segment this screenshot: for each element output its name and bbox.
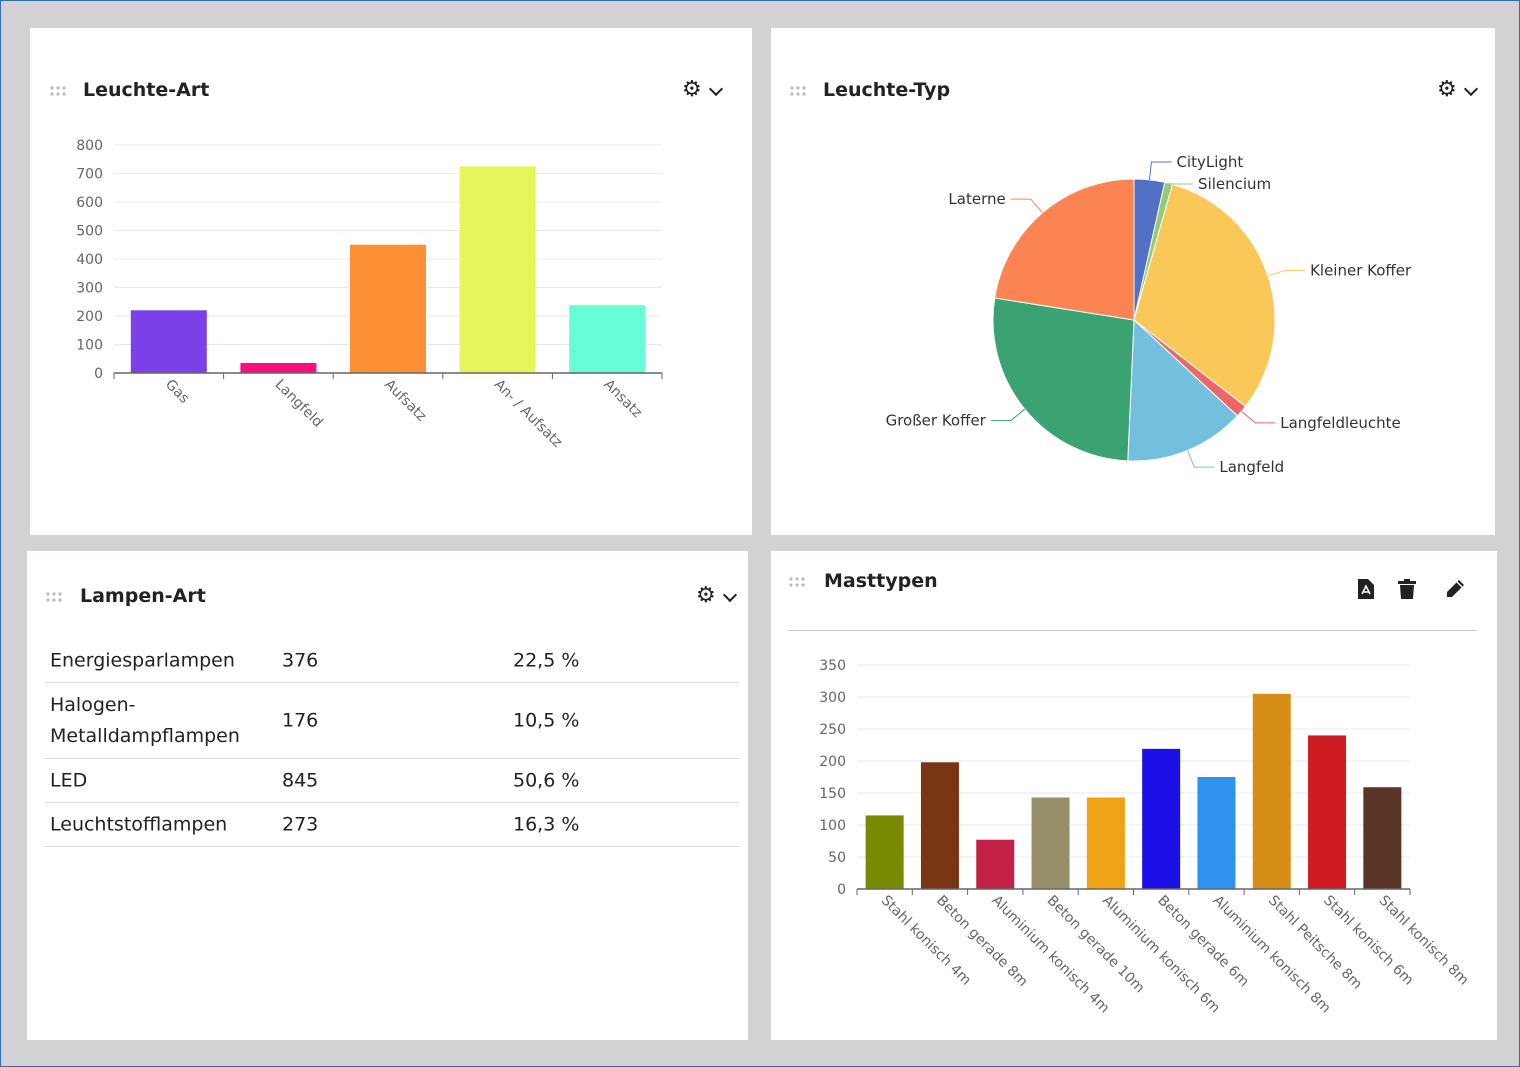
- gear-icon[interactable]: ⚙: [682, 77, 702, 102]
- pie-label: Großer Koffer: [886, 412, 987, 430]
- panel-title: Leuchte-Art: [83, 79, 210, 101]
- pie-label: CityLight: [1176, 153, 1243, 171]
- bar: [1086, 797, 1125, 889]
- cell-count: 176: [282, 709, 319, 731]
- bar: [1197, 777, 1236, 889]
- y-tick-label: 300: [76, 281, 103, 297]
- panel-leuchte-typ: Leuchte-Typ ⚙ CityLight Silencium Kleiner …: [771, 28, 1495, 535]
- table-row: Leuchtstofflampen 273 16,3 %: [45, 803, 739, 847]
- label-line: [1168, 182, 1194, 185]
- pie-label: Laterne: [948, 190, 1005, 208]
- drag-handle-icon[interactable]: [49, 85, 67, 97]
- y-tick-label: 50: [828, 850, 846, 866]
- cell-percent: 50,6 %: [513, 769, 580, 791]
- pie-label: Silencium: [1198, 175, 1271, 193]
- header-divider: [788, 630, 1477, 631]
- panel-title: Leuchte-Typ: [823, 79, 951, 101]
- y-tick-label: 0: [94, 366, 103, 382]
- gear-icon[interactable]: ⚙: [1437, 77, 1457, 102]
- bar: [240, 363, 317, 373]
- bar: [1142, 748, 1181, 889]
- y-tick-label: 150: [819, 786, 846, 802]
- drag-handle-icon[interactable]: [789, 85, 807, 97]
- panel-lampen-art: Lampen-Art ⚙ Energiesparlampen 376 22,5 % H…: [27, 551, 748, 1040]
- label-line: [1241, 410, 1276, 424]
- bar: [920, 762, 959, 889]
- pencil-icon[interactable]: [1445, 579, 1465, 599]
- y-tick-label: 250: [819, 722, 846, 738]
- panel-masttypen: Masttypen 0 50 100 150 200 250 300 350 Stahl kon…: [771, 551, 1497, 1040]
- gear-icon[interactable]: ⚙: [696, 583, 716, 608]
- pie-label: Langfeld: [1219, 458, 1284, 476]
- table-row: Energiesparlampen 376 22,5 %: [45, 639, 739, 683]
- lampen-table: Energiesparlampen 376 22,5 % Halogen- Metal…: [45, 639, 739, 847]
- y-tick-label: 100: [819, 818, 846, 834]
- x-tick-label: Stahl Peitsche 8m: [1265, 893, 1365, 993]
- cell-percent: 16,3 %: [513, 813, 580, 835]
- y-tick-label: 800: [76, 138, 103, 154]
- x-tick-label: An- / Aufsatz: [491, 377, 565, 451]
- label-line: [990, 408, 1026, 422]
- drag-handle-icon[interactable]: [788, 576, 806, 588]
- y-tick-label: 200: [819, 754, 846, 770]
- y-tick-label: 0: [837, 882, 846, 898]
- cell-percent: 10,5 %: [513, 709, 580, 731]
- x-tick-label: Langfeld: [272, 377, 326, 431]
- label-line: [1010, 198, 1043, 214]
- bar: [865, 815, 904, 889]
- y-tick-label: 100: [76, 338, 103, 354]
- cell-name: Energiesparlampen: [50, 649, 235, 671]
- pie-slice: [1127, 318, 1239, 462]
- label-line: [1148, 161, 1172, 180]
- pie-chart-leuchte-typ: CityLight Silencium Kleiner Koffer Langfeld…: [886, 153, 1412, 476]
- pie-slice: [994, 178, 1135, 321]
- x-tick-label: Aufsatz: [381, 377, 429, 425]
- label-line: [1267, 269, 1306, 277]
- x-tick-label: Beton gerade 10m: [1044, 893, 1148, 997]
- y-tick-label: 200: [76, 309, 103, 325]
- x-tick-label: Ansatz: [600, 377, 645, 422]
- bar: [569, 305, 646, 373]
- bar: [1308, 735, 1347, 889]
- x-tick-label: Stahl konisch 8m: [1376, 893, 1472, 989]
- y-tick-label: 300: [819, 690, 846, 706]
- cell-name: Halogen- Metalldampflampen: [50, 693, 240, 747]
- bar: [976, 839, 1015, 889]
- pdf-icon[interactable]: [1358, 579, 1374, 599]
- trash-icon[interactable]: [1398, 579, 1416, 599]
- pie-label: Kleiner Koffer: [1310, 261, 1412, 279]
- cell-count: 273: [282, 813, 319, 835]
- table-row: Halogen- Metalldampflampen 176 10,5 %: [45, 683, 739, 759]
- x-tick-label: Beton gerade 8m: [933, 893, 1031, 991]
- panel-title: Masttypen: [824, 570, 938, 592]
- y-tick-label: 400: [76, 252, 103, 268]
- y-tick-label: 600: [76, 195, 103, 211]
- bar-chart-leuchte-art: 0 100 200 300 400 500 600 700 800 Gas Langfeld Aufs…: [76, 138, 663, 451]
- bar: [1031, 797, 1070, 889]
- bar: [1252, 693, 1291, 889]
- x-tick-label: Beton gerade 6m: [1154, 893, 1252, 991]
- bar: [1363, 787, 1402, 889]
- pie-slice: [992, 297, 1135, 462]
- y-tick-label: 500: [76, 224, 103, 240]
- y-tick-label: 700: [76, 167, 103, 183]
- bar: [130, 310, 207, 373]
- bar: [350, 244, 426, 373]
- chevron-down-icon[interactable]: [722, 587, 738, 603]
- y-tick-label: 350: [819, 658, 846, 674]
- label-line: [1187, 450, 1215, 468]
- cell-percent: 22,5 %: [513, 649, 580, 671]
- panel-leuchte-art: Leuchte-Art ⚙ 0 100 200 300 400 500 600 700 800 G…: [30, 28, 752, 535]
- bar: [459, 166, 536, 373]
- table-row: LED 845 50,6 %: [45, 759, 739, 803]
- drag-handle-icon[interactable]: [45, 591, 63, 603]
- x-tick-label: Gas: [162, 377, 192, 407]
- cell-count: 376: [282, 649, 319, 671]
- panel-title: Lampen-Art: [80, 585, 206, 607]
- pie-label: Langfeldleuchte: [1280, 414, 1401, 432]
- cell-name: Leuchtstofflampen: [50, 813, 228, 835]
- cell-name: LED: [50, 769, 88, 791]
- cell-count: 845: [282, 769, 319, 791]
